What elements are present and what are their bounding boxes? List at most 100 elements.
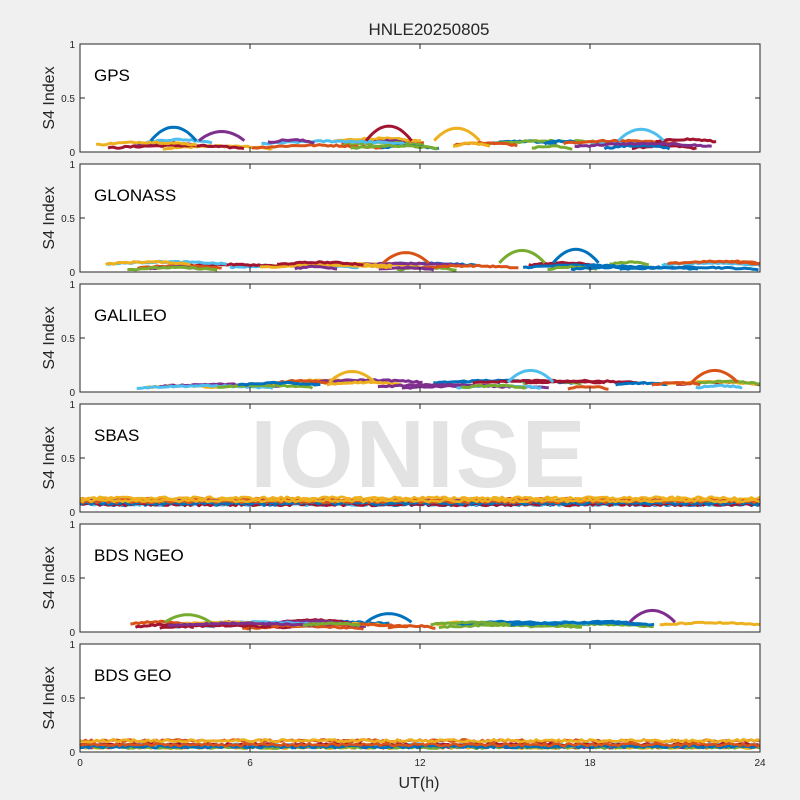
y-axis-label: S4 Index — [41, 426, 58, 489]
x-tick-label: 24 — [754, 758, 766, 769]
panel-sbas: 0 0.5 1 S4 Index SBAS — [41, 400, 761, 519]
y-tick-label: 1 — [69, 280, 75, 291]
series-line — [269, 379, 333, 386]
series-line — [79, 738, 761, 744]
series-line — [237, 381, 321, 387]
x-tick-label: 6 — [247, 758, 253, 769]
series-line — [655, 137, 717, 144]
y-tick-label: 0 — [69, 268, 75, 279]
series-line — [79, 495, 761, 501]
series-line — [438, 623, 583, 630]
peak-trace — [506, 368, 555, 384]
series-line — [567, 385, 609, 391]
series-line — [415, 263, 519, 270]
series-line — [603, 143, 671, 151]
plot-area — [80, 404, 760, 512]
plot-area — [80, 644, 760, 752]
series-line — [105, 260, 191, 266]
series-line — [107, 143, 245, 151]
series-line — [619, 265, 759, 272]
series-line — [260, 263, 393, 269]
series-group — [130, 608, 761, 631]
panel-gps: 0 0.5 1 S4 Index GPS — [41, 40, 761, 159]
series-line — [631, 143, 697, 151]
y-tick-label: 0.5 — [61, 334, 75, 345]
series-line — [666, 259, 761, 266]
y-tick-label: 1 — [69, 640, 75, 651]
series-line — [693, 379, 760, 386]
x-tick-label: 18 — [584, 758, 596, 769]
series-group — [105, 247, 761, 272]
series-line — [430, 620, 511, 627]
series-line — [302, 621, 361, 628]
y-tick-label: 1 — [69, 400, 75, 411]
series-line — [531, 144, 573, 151]
y-tick-label: 0 — [69, 628, 75, 639]
y-axis-label: S4 Index — [41, 306, 58, 369]
panels: 0 0.5 1 S4 Index GPS 0 0.5 1 S4 Index GLONASS 0 0.5… — [41, 40, 766, 769]
panel-label: GLONASS — [94, 186, 176, 205]
series-line — [659, 620, 761, 627]
panel-bds-ngeo: 0 0.5 1 S4 Index BDS NGEO — [41, 520, 761, 639]
peak-trace — [365, 612, 413, 624]
y-tick-label: 1 — [69, 520, 75, 531]
series-line — [134, 622, 195, 629]
peak-trace — [365, 124, 413, 142]
y-tick-label: 0.5 — [61, 694, 75, 705]
peak-trace — [164, 613, 212, 624]
series-line — [96, 140, 198, 147]
y-axis-label: S4 Index — [41, 546, 58, 609]
series-line — [79, 498, 761, 504]
panel-label: GPS — [94, 66, 130, 85]
series-line — [276, 260, 364, 267]
panel-label: GALILEO — [94, 306, 167, 325]
series-line — [524, 378, 645, 385]
x-tick-label: 12 — [414, 758, 426, 769]
y-tick-label: 0 — [69, 388, 75, 399]
series-line — [452, 141, 491, 148]
series-group — [79, 495, 761, 508]
series-line — [651, 381, 701, 387]
series-group — [136, 368, 761, 391]
panel-label: SBAS — [94, 426, 139, 445]
y-tick-label: 0.5 — [61, 94, 75, 105]
panel-glonass: 0 0.5 1 S4 Index GLONASS — [41, 160, 761, 279]
peak-trace — [617, 127, 665, 142]
series-line — [609, 260, 650, 267]
series-line — [574, 141, 712, 149]
series-line — [460, 383, 527, 390]
y-tick-label: 1 — [69, 40, 75, 51]
series-group — [79, 738, 761, 750]
peak-trace — [433, 126, 481, 142]
series-line — [261, 139, 406, 146]
series-line — [127, 265, 218, 272]
panel-galileo: 0 0.5 1 S4 Index GALILEO — [41, 280, 761, 399]
series-line — [472, 378, 606, 385]
plot-area — [80, 284, 760, 392]
peak-trace — [552, 247, 600, 264]
series-line — [294, 264, 338, 271]
peak-trace — [149, 125, 198, 142]
peak-trace — [628, 608, 677, 624]
series-line — [510, 620, 655, 627]
y-axis-label: S4 Index — [41, 666, 58, 729]
series-line — [267, 138, 315, 145]
series-group — [96, 124, 717, 151]
panel-label: BDS GEO — [94, 666, 171, 685]
series-line — [130, 619, 187, 626]
series-line — [522, 263, 642, 270]
peak-trace — [498, 248, 546, 264]
panel-label: BDS NGEO — [94, 546, 184, 565]
y-tick-label: 0 — [69, 148, 75, 159]
peak-trace — [690, 368, 739, 384]
series-line — [350, 143, 439, 151]
y-tick-label: 0.5 — [61, 454, 75, 465]
panel-bds-geo: 0 0.5 1 0 6 12 18 24 S4 Index BDS GEO — [41, 640, 766, 769]
watermark: IONISE — [250, 401, 587, 508]
y-tick-label: 0.5 — [61, 574, 75, 585]
plot-area — [80, 164, 760, 272]
peak-trace — [198, 129, 246, 142]
y-axis-label: S4 Index — [41, 186, 58, 249]
peak-trace — [382, 251, 430, 265]
